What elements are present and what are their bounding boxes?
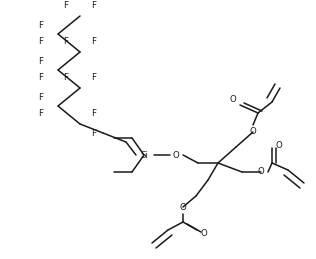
Text: O: O <box>179 203 186 212</box>
Text: O: O <box>173 150 179 160</box>
Text: O: O <box>276 140 283 149</box>
Text: O: O <box>201 228 207 238</box>
Text: F: F <box>64 2 69 11</box>
Text: F: F <box>92 130 96 139</box>
Text: F: F <box>39 93 44 103</box>
Text: F: F <box>92 74 96 83</box>
Text: O: O <box>230 96 236 104</box>
Text: F: F <box>92 2 96 11</box>
Text: Si: Si <box>140 150 148 160</box>
Text: O: O <box>258 168 264 176</box>
Text: F: F <box>64 74 69 83</box>
Text: F: F <box>39 21 44 31</box>
Text: F: F <box>39 74 44 83</box>
Text: O: O <box>250 127 256 136</box>
Text: F: F <box>39 110 44 119</box>
Text: F: F <box>64 38 69 47</box>
Text: F: F <box>92 110 96 119</box>
Text: F: F <box>39 57 44 67</box>
Text: F: F <box>39 38 44 47</box>
Text: F: F <box>92 38 96 47</box>
